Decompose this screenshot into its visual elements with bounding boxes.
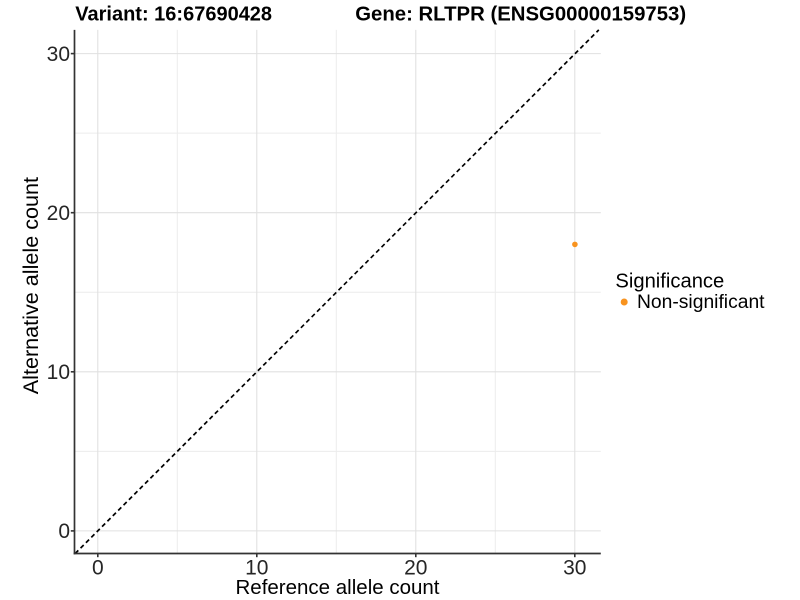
svg-text:10: 10 <box>47 361 70 384</box>
svg-text:0: 0 <box>58 520 70 543</box>
svg-text:0: 0 <box>92 557 104 580</box>
svg-text:10: 10 <box>245 557 268 580</box>
svg-text:Gene: RLTPR (ENSG00000159753): Gene: RLTPR (ENSG00000159753) <box>355 3 686 25</box>
svg-text:20: 20 <box>404 557 427 580</box>
svg-text:30: 30 <box>47 43 70 66</box>
svg-text:Significance: Significance <box>615 270 724 292</box>
svg-text:Reference allele count: Reference allele count <box>236 576 440 599</box>
svg-text:Non-significant: Non-significant <box>637 292 765 313</box>
svg-text:Alternative allele count: Alternative allele count <box>18 177 43 394</box>
svg-text:Variant: 16:67690428: Variant: 16:67690428 <box>75 3 272 25</box>
svg-text:20: 20 <box>47 202 70 225</box>
svg-text:30: 30 <box>563 557 586 580</box>
